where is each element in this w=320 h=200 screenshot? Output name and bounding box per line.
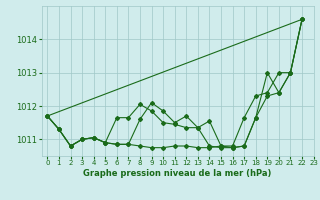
- X-axis label: Graphe pression niveau de la mer (hPa): Graphe pression niveau de la mer (hPa): [84, 169, 272, 178]
